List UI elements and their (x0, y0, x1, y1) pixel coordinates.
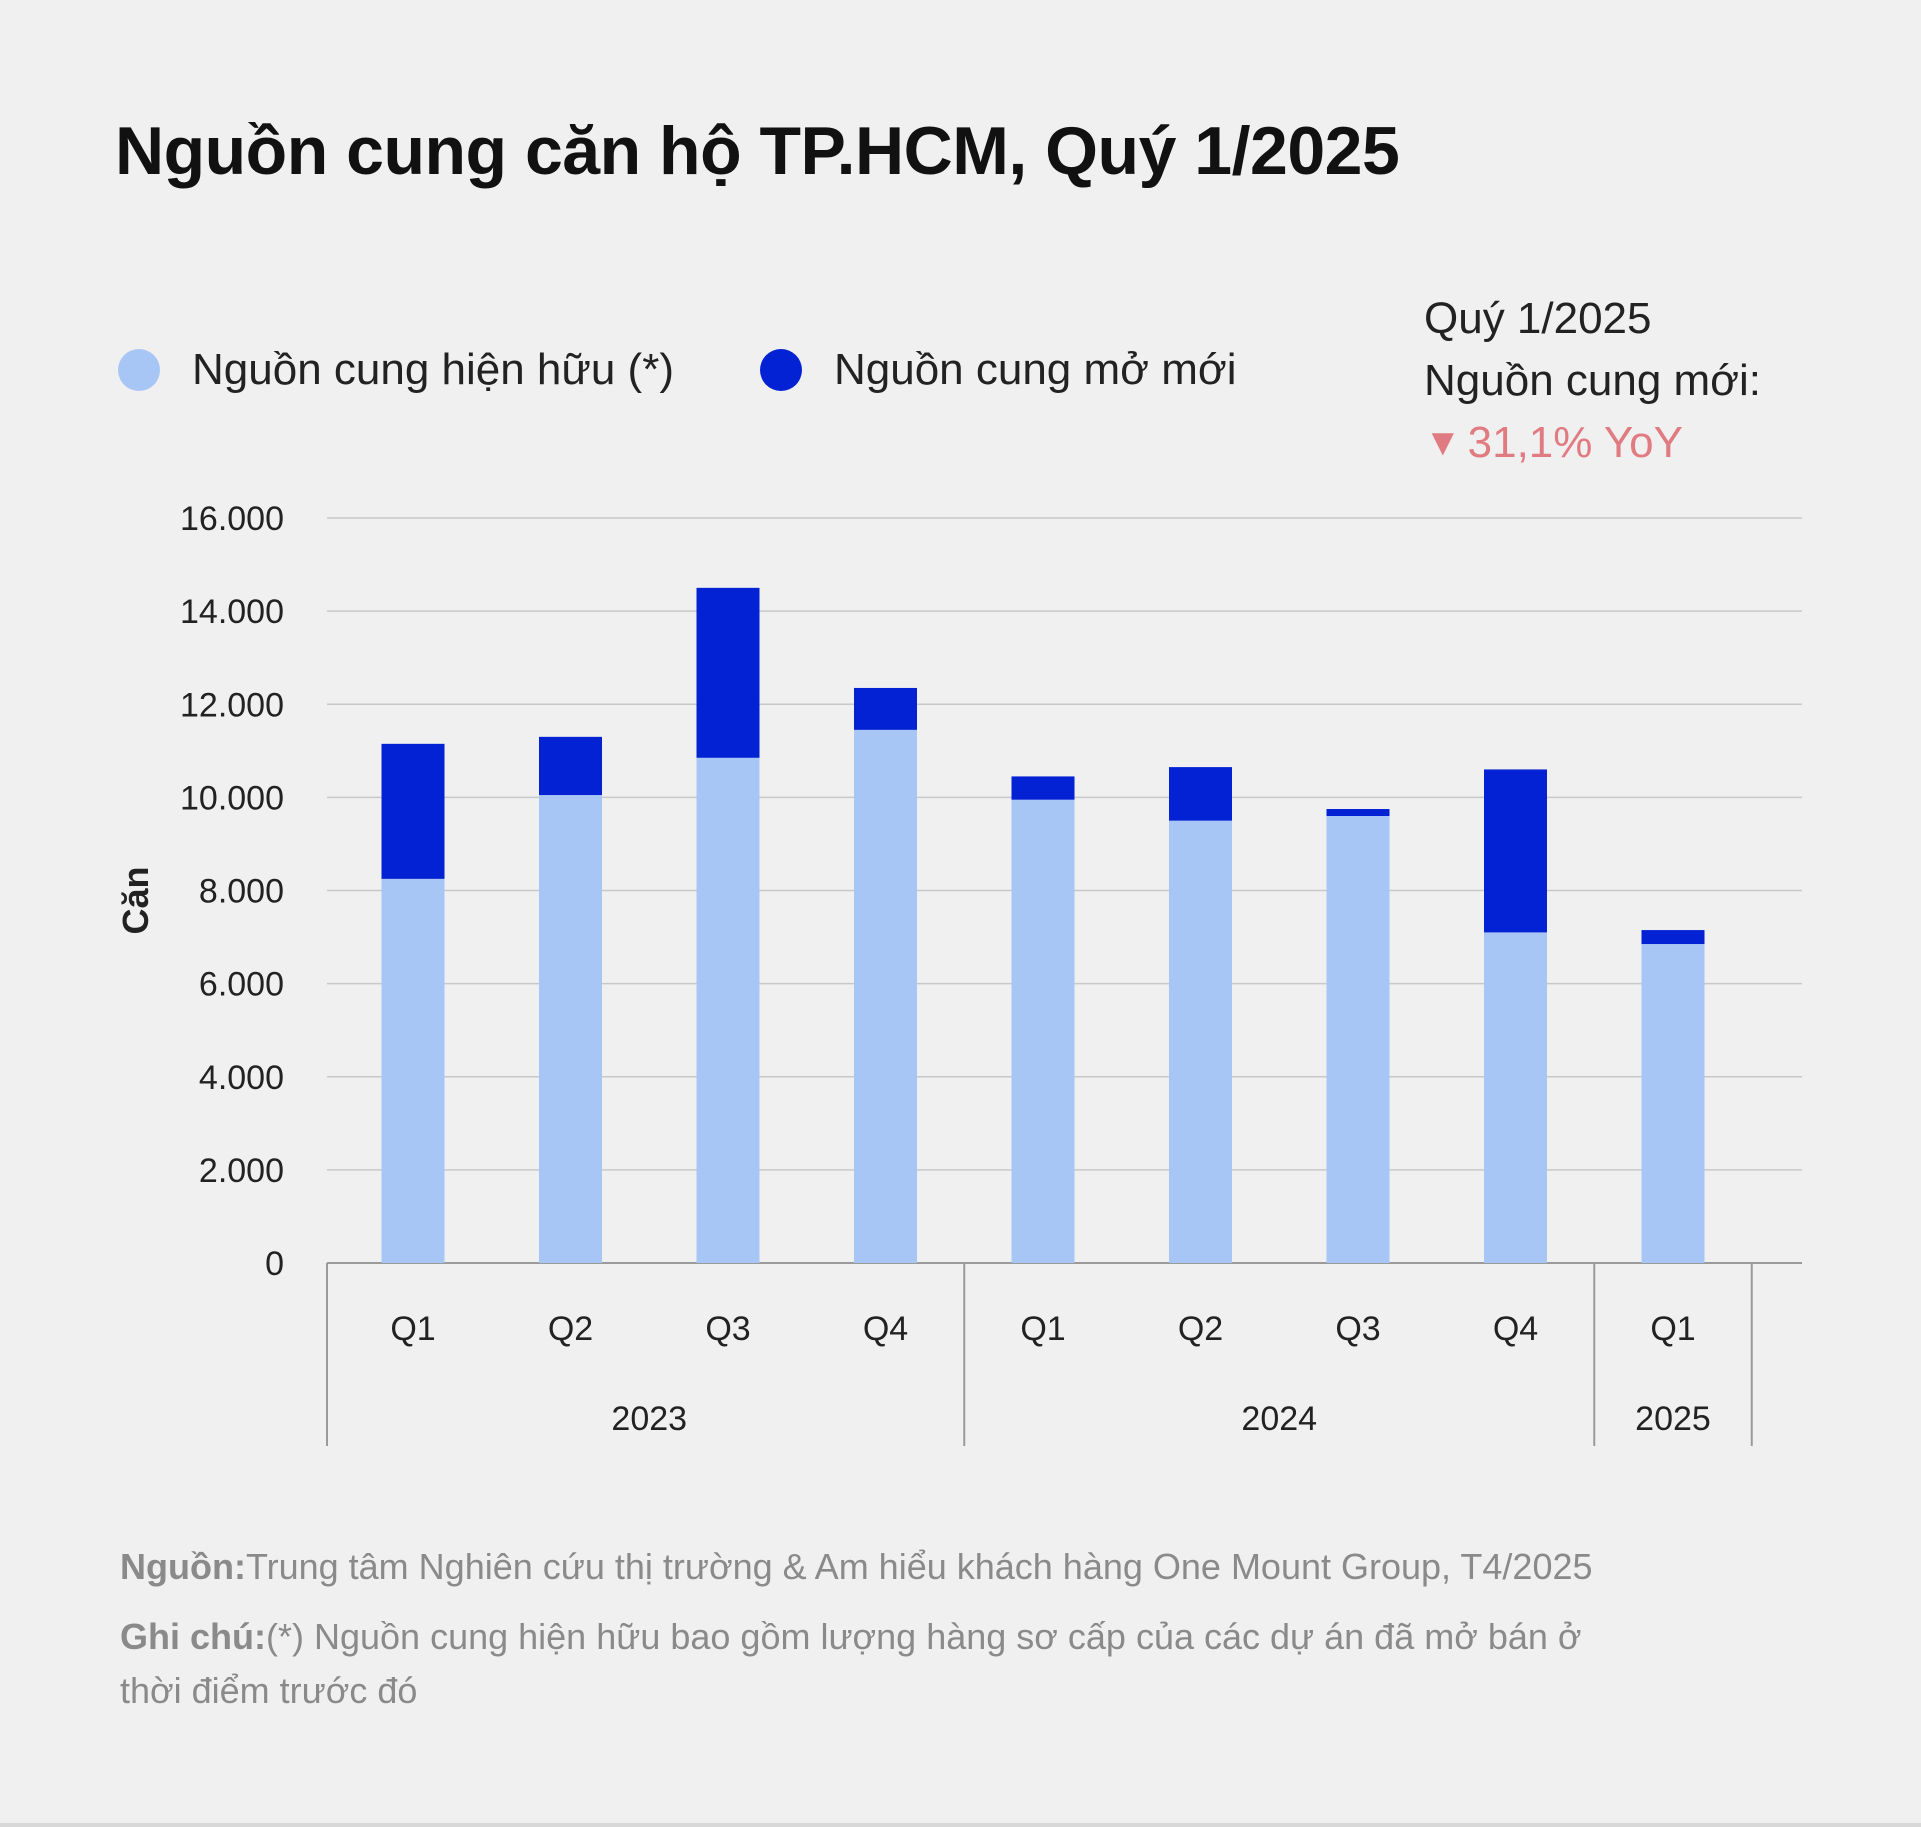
x-tick-label: Q4 (863, 1310, 908, 1348)
callout-change-value: 31,1% YoY (1467, 418, 1683, 467)
bar-existing (1484, 932, 1547, 1263)
y-tick-label: 8.000 (199, 873, 284, 911)
bar-new (381, 743, 445, 879)
y-tick-label: 6.000 (199, 966, 284, 1004)
y-tick-label: 10.000 (180, 779, 284, 817)
bar-new (1326, 809, 1390, 816)
source-text: Trung tâm Nghiên cứu thị trường & Am hiể… (245, 1546, 1593, 1587)
bar-existing (1011, 799, 1075, 1263)
x-tick-label: Q2 (548, 1310, 593, 1348)
source-label: Nguồn: (120, 1546, 246, 1587)
year-label: 2025 (1635, 1400, 1711, 1438)
bar-new (696, 587, 760, 758)
footer: Nguồn:Trung tâm Nghiên cứu thị trường & … (120, 1540, 1640, 1734)
y-tick-label: 0 (265, 1245, 284, 1283)
legend-label-new: Nguồn cung mở mới (833, 345, 1237, 394)
x-tick-label: Q4 (1493, 1310, 1538, 1348)
x-tick-label: Q1 (1650, 1310, 1695, 1348)
bar-new (1641, 930, 1705, 945)
bar-new (539, 736, 602, 796)
x-tick-label: Q1 (1020, 1310, 1065, 1348)
bar-new (854, 687, 917, 730)
note-label: Ghi chú: (120, 1616, 266, 1657)
x-tick-label: Q1 (390, 1310, 435, 1348)
bar-existing (696, 757, 760, 1263)
bar-existing (1169, 820, 1232, 1263)
note-text: (*) Nguồn cung hiện hữu bao gồm lượng hà… (120, 1616, 1582, 1711)
y-tick-label: 4.000 (199, 1059, 284, 1097)
y-tick-label: 12.000 (180, 686, 284, 724)
source-note: Nguồn:Trung tâm Nghiên cứu thị trường & … (120, 1540, 1640, 1594)
x-tick-label: Q2 (1178, 1310, 1223, 1348)
y-tick-label: 14.000 (180, 593, 284, 631)
yoy-callout: Quý 1/2025 Nguồn cung mới: ▼ 31,1% YoY (1424, 288, 1761, 474)
bar-existing (539, 795, 602, 1263)
down-triangle-icon: ▼ (1424, 422, 1462, 464)
y-axis-label: Căn (115, 866, 156, 934)
legend: Nguồn cung hiện hữu (*) Nguồn cung mở mớ… (118, 345, 1323, 395)
legend-label-existing: Nguồn cung hiện hữu (*) (192, 345, 674, 394)
footnote: Ghi chú:(*) Nguồn cung hiện hữu bao gồm … (120, 1610, 1640, 1718)
callout-period: Quý 1/2025 (1424, 294, 1652, 343)
y-tick-label: 2.000 (199, 1152, 284, 1190)
legend-swatch-existing (118, 349, 160, 391)
bar-existing (381, 878, 445, 1263)
bottom-divider (0, 1823, 1921, 1827)
callout-label: Nguồn cung mới: (1424, 356, 1762, 405)
x-tick-label: Q3 (1335, 1310, 1380, 1348)
legend-swatch-new (759, 349, 802, 391)
bar-new (1011, 776, 1075, 800)
bar-existing (854, 729, 917, 1263)
bar-existing (1326, 816, 1390, 1263)
legend-item-new: Nguồn cung mở mới (759, 345, 1237, 395)
bar-new (1169, 767, 1232, 821)
year-label: 2024 (1241, 1400, 1317, 1438)
chart-title: Nguồn cung căn hộ TP.HCM, Quý 1/2025 (115, 113, 1400, 189)
bar-new (1484, 769, 1547, 933)
bar-chart: 0 2.000 4.000 6.000 8.000 10.000 12.000 14.000 1… (115, 500, 1802, 1446)
x-tick-label: Q3 (705, 1310, 750, 1348)
year-label: 2023 (611, 1400, 687, 1438)
y-tick-label: 16.000 (180, 500, 284, 538)
callout-change: ▼ 31,1% YoY (1424, 412, 1761, 474)
legend-item-existing: Nguồn cung hiện hữu (*) (118, 345, 674, 395)
bar-existing (1641, 944, 1705, 1263)
